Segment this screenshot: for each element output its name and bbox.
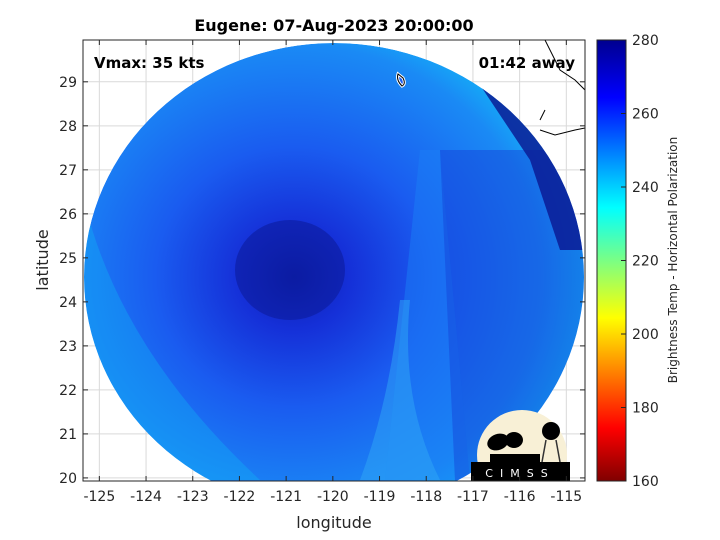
x-tick-label: -120: [317, 489, 349, 505]
colorbar-tick-label: 160: [632, 474, 659, 490]
x-tick-label: -125: [83, 489, 115, 505]
colorbar-tick-label: 180: [632, 401, 659, 417]
y-tick-label: 22: [59, 383, 77, 399]
x-tick-label: -118: [410, 489, 442, 505]
chart-title: Eugene: 07-Aug-2023 20:00:00: [194, 16, 473, 35]
y-tick-label: 23: [59, 339, 77, 355]
axis-ticks: -125 -124 -123 -122 -121 -120 -119 -118 -117 -116…: [59, 40, 585, 505]
x-tick-label: -117: [457, 489, 489, 505]
x-tick-label: -122: [224, 489, 256, 505]
y-tick-label: 28: [59, 119, 77, 135]
y-tick-label: 21: [59, 427, 77, 443]
svg-text:CIMSS: CIMSS: [485, 467, 554, 480]
y-tick-label: 26: [59, 207, 77, 223]
y-tick-label: 24: [59, 295, 77, 311]
colorbar-tick-label: 200: [632, 327, 659, 343]
y-axis-label: latitude: [33, 229, 52, 290]
x-tick-label: -123: [177, 489, 209, 505]
y-tick-label: 25: [59, 251, 77, 267]
y-tick-label: 20: [59, 471, 77, 487]
x-tick-label: -124: [130, 489, 162, 505]
x-tick-label: -116: [504, 489, 536, 505]
y-tick-label: 27: [59, 163, 77, 179]
x-axis-label: longitude: [296, 513, 371, 532]
satellite-swath: [84, 43, 584, 481]
axes-box: [82, 39, 586, 482]
vmax-label: Vmax: 35 kts: [94, 54, 204, 72]
plot-area: CIMSS: [83, 40, 585, 481]
x-tick-label: -121: [270, 489, 302, 505]
colorbar-ticks: 160 180 200 220 240 260 280: [621, 33, 659, 490]
colorbar-tick-label: 240: [632, 180, 659, 196]
colorbar-tick-label: 280: [632, 33, 659, 49]
y-tick-label: 29: [59, 75, 77, 91]
colorbar-label: Brightness Temp - Horizontal Polarizatio…: [666, 137, 680, 384]
colorbar-tick-label: 260: [632, 107, 659, 123]
x-tick-label: -119: [364, 489, 396, 505]
cimss-logo: CIMSS: [471, 410, 570, 481]
colorbar-tick-label: 220: [632, 254, 659, 270]
time-away-label: 01:42 away: [479, 54, 576, 72]
x-tick-label: -115: [550, 489, 582, 505]
coastline: [539, 40, 585, 136]
